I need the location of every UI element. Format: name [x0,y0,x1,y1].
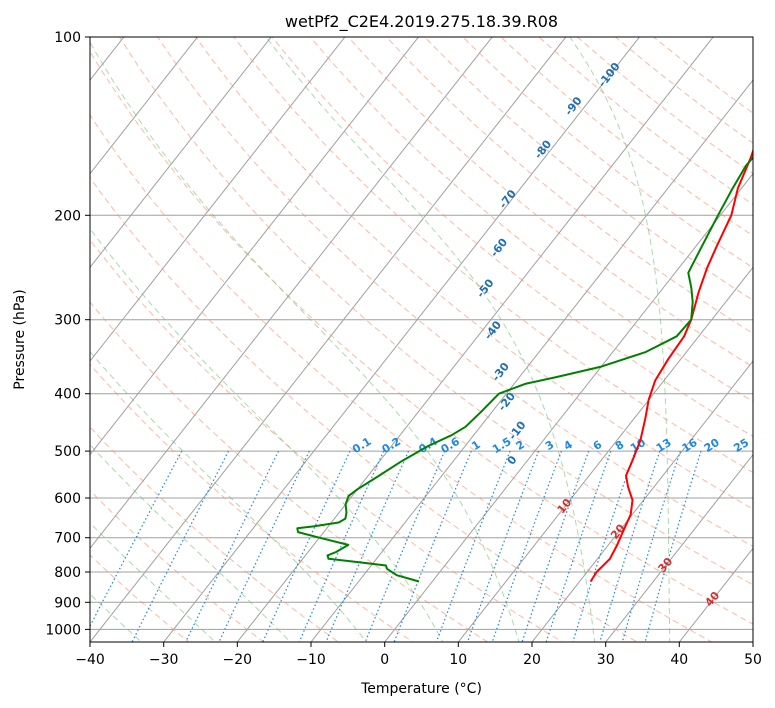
dry-adiabat-line [271,37,753,438]
moist-adiabat-line [90,522,216,642]
plot-area: -100-90-80-70-60-50-40-30-20-10010203040… [90,37,753,642]
y-tick-label: 200 [54,208,81,224]
x-tick-label: 30 [597,652,615,668]
dry-adiabat-line [195,37,753,510]
isotherm-line [90,37,420,456]
mixing-ratio-line [393,450,472,642]
y-tick-label: 100 [54,30,81,46]
mixing-ratio-lines [90,450,702,642]
x-axis: −40 −30 −20 −10 0 10 20 30 40 50 [75,642,762,668]
plot-frame [89,36,754,643]
isotherm-line [384,172,753,642]
isotherm-line [163,37,641,642]
x-tick-label: 50 [744,652,762,668]
moist-adiabat-line [90,227,444,642]
dry-adiabat-line [347,37,753,368]
isotherm-lines [90,37,753,642]
dry-adiabat-line [500,37,753,237]
dry-adiabat-line [424,37,753,301]
y-axis: 100 200 300 400 500 600 700 800 900 1000 [45,30,90,638]
isotherm-line [90,37,272,269]
isotherm-line [90,37,567,642]
dry-adiabat-line [538,37,753,205]
y-tick-label: 1000 [45,622,81,638]
x-tick-label: −20 [223,652,253,668]
moist-adiabat-line [265,37,596,642]
y-tick-label: 600 [54,491,81,507]
mixing-ratio-line [599,450,661,642]
moist-adiabat-line [90,351,367,642]
mixing-ratio-line [298,450,385,642]
mixing-ratio-line [218,450,310,642]
x-tick-label: −10 [296,652,326,668]
isotherm-line [457,266,753,642]
dry-adiabat-line [614,37,753,144]
x-tick-label: 40 [670,652,688,668]
chart-title: wetPf2_C2E4.2019.275.18.39.R08 [285,12,558,32]
mixing-ratio-line [621,450,681,642]
dry-adiabat-line [90,426,340,642]
dry-adiabat-line [90,489,265,642]
mixing-ratio-line [644,450,702,642]
mixing-ratio-line [325,450,410,642]
y-tick-label: 900 [54,595,81,611]
moist-adiabat-line [569,37,671,642]
y-tick-label: 700 [54,531,81,547]
y-axis-label: Pressure (hPa) [12,289,28,389]
x-tick-label: −30 [149,652,179,668]
x-tick-label: −40 [75,652,105,668]
x-tick-label: 20 [523,652,541,668]
dry-adiabat-lines [90,37,753,642]
dry-adiabat-line [118,37,753,586]
isotherm-line [531,360,753,642]
y-tick-label: 300 [54,313,81,329]
mixing-ratio-line [262,450,351,642]
isotherm-line [90,37,493,550]
isotherm-line [90,37,199,175]
temperature-line [589,147,753,583]
moist-adiabat-lines [90,37,671,642]
mixing-ratio-line [364,450,446,642]
mixing-ratio-line [185,450,280,642]
mixing-ratio-line [491,450,562,642]
x-tick-label: 10 [449,652,467,668]
y-tick-label: 500 [54,444,81,460]
dry-adiabat-line [157,37,753,548]
moist-adiabat-line [90,593,142,642]
y-tick-label: 400 [54,387,81,403]
dry-adiabat-line [309,37,753,403]
isotherm-line [90,37,346,362]
y-tick-label: 800 [54,565,81,581]
isotherm-line [310,79,753,642]
isotherm-line [605,453,753,642]
x-tick-label: 0 [380,652,389,668]
dewpoint-line [296,155,753,583]
dry-adiabat-line [90,114,713,642]
moist-adiabat-line [90,41,520,642]
sounding-series [296,147,753,583]
x-axis-label: Temperature (°C) [360,681,482,697]
mixing-ratio-line [435,450,511,642]
isotherm-line [236,37,714,642]
mixing-ratio-line [466,450,540,642]
